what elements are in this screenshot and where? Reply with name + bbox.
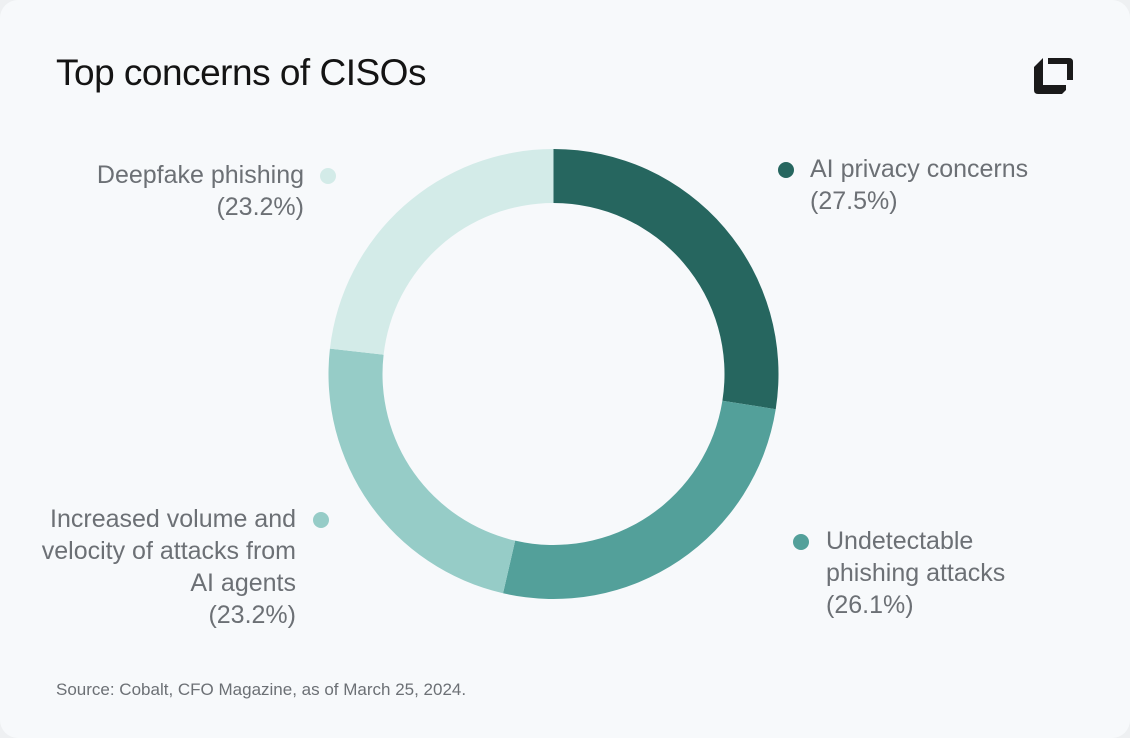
chart-title: Top concerns of CISOs <box>56 52 426 93</box>
label-value: (23.2%) <box>208 601 296 629</box>
slice-label-undetectable-phishing: Undetectable phishing attacks (26.1%) <box>826 525 1066 621</box>
donut-slice <box>553 149 779 410</box>
label-value: (27.5%) <box>810 187 898 215</box>
legend-dot-deepfake <box>320 168 336 184</box>
slice-label-deepfake: Deepfake phishing (23.2%) <box>60 159 304 223</box>
cobalt-logo-icon <box>1034 58 1073 94</box>
slice-label-ai-privacy: AI privacy concerns (27.5%) <box>810 153 1028 217</box>
donut-slice <box>329 149 554 355</box>
slice-label-increased-volume: Increased volume and velocity of attacks… <box>40 503 296 631</box>
label-text: Deepfake phishing <box>96 161 304 189</box>
legend-dot-ai-privacy <box>778 162 794 178</box>
label-text: Increased volume and velocity of attacks… <box>41 505 296 597</box>
legend-dot-increased-volume <box>313 512 329 528</box>
donut-slice <box>328 348 516 594</box>
source-note: Source: Cobalt, CFO Magazine, as of Marc… <box>56 680 467 699</box>
label-text: Undetectable phishing attacks <box>826 527 1006 587</box>
legend-dot-undetectable-phishing <box>793 534 809 550</box>
label-value: (23.2%) <box>216 193 304 221</box>
donut-slice <box>503 400 776 599</box>
label-text: AI privacy concerns <box>810 155 1029 183</box>
label-value: (26.1%) <box>826 591 914 619</box>
